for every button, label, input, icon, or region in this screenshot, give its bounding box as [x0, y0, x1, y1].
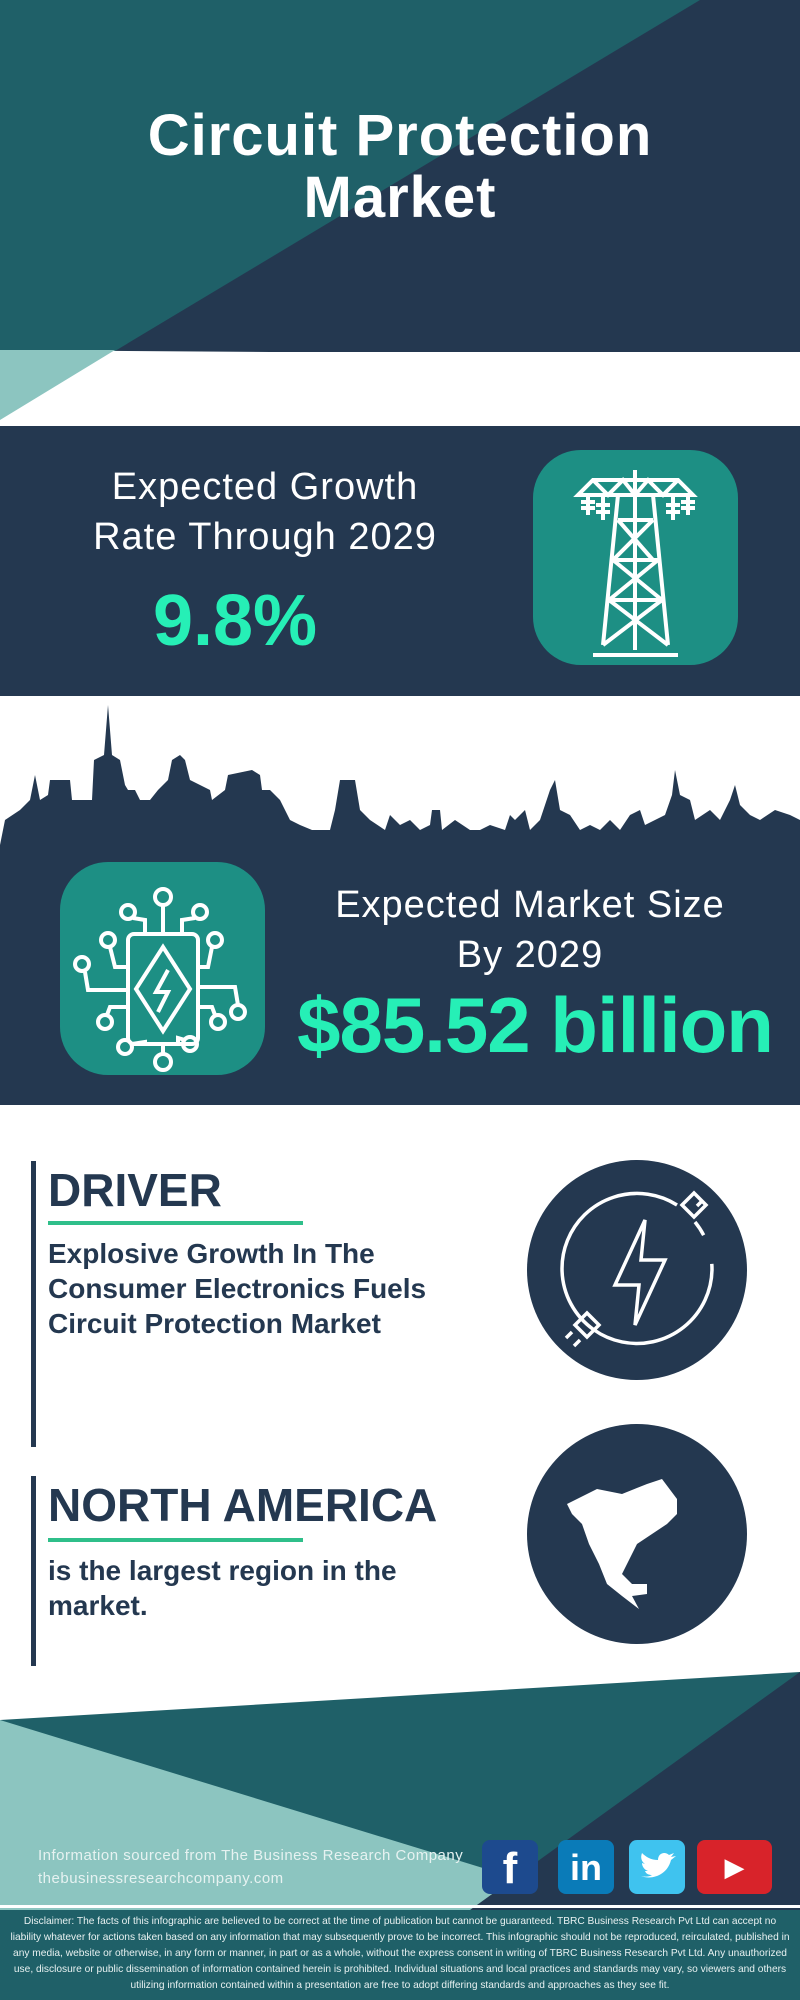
growth-label-line-2: Rate Through 2029 [93, 516, 437, 558]
title-line-2: Market [303, 165, 497, 230]
growth-label: Expected Growth Rate Through 2029 [60, 462, 470, 562]
region-title: NORTH AMERICA [48, 1479, 438, 1531]
source-line: Information sourced from The Business Re… [38, 1847, 464, 1864]
youtube-icon[interactable]: ▶ [697, 1840, 772, 1894]
linkedin-icon[interactable]: in [558, 1840, 614, 1894]
disclaimer: Disclaimer: The facts of this infographi… [10, 1916, 790, 1991]
transmission-tower-icon [533, 450, 738, 665]
growth-rate-value: 9.8% [152, 581, 318, 661]
facebook-icon[interactable]: f [482, 1840, 538, 1894]
region-text: is the largest region in the market. [48, 1555, 397, 1621]
circuit-chip-icon [60, 862, 265, 1075]
market-size-label: Expected Market Size By 2029 [290, 880, 770, 980]
website-link[interactable]: thebusinessresearchcompany.com [38, 1870, 284, 1887]
market-size-value: $85.52 billion [297, 981, 774, 1069]
market-size-label-line-1: Expected Market Size [335, 884, 725, 926]
driver-text: Explosive Growth In The Consumer Electro… [48, 1238, 427, 1339]
driver-title: DRIVER [48, 1164, 222, 1216]
region-underline [48, 1538, 303, 1542]
plug-lightning-icon [527, 1160, 747, 1380]
driver-accent-bar [31, 1161, 36, 1447]
growth-label-line-1: Expected Growth [111, 466, 419, 508]
page-title: Circuit Protection Market [0, 105, 800, 229]
region-accent-bar [31, 1476, 36, 1666]
title-line-1: Circuit Protection [147, 103, 653, 168]
market-size-label-line-2: By 2029 [456, 934, 604, 976]
north-america-map-icon [527, 1424, 747, 1644]
driver-underline [48, 1221, 303, 1225]
twitter-icon[interactable] [629, 1840, 685, 1894]
city-skyline [0, 705, 800, 850]
